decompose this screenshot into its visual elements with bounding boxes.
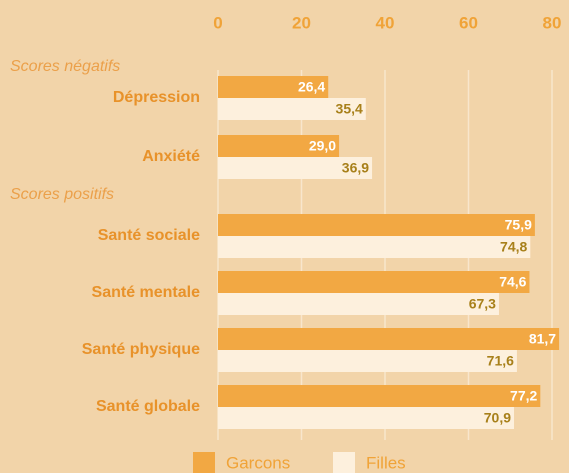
legend-swatch xyxy=(193,452,215,473)
y-tick-label: Santé mentale xyxy=(92,284,201,301)
data-label: 67,3 xyxy=(469,296,496,312)
y-tick-label: Anxiété xyxy=(142,148,200,165)
bar xyxy=(218,293,499,315)
x-tick-label: 0 xyxy=(213,13,222,32)
bar xyxy=(218,135,340,157)
y-tick-label: Santé globale xyxy=(96,398,200,415)
bar xyxy=(218,407,515,429)
group-label: Scores négatifs xyxy=(10,58,120,75)
data-label: 36,9 xyxy=(342,160,369,176)
bar xyxy=(218,328,560,350)
data-label: 77,2 xyxy=(510,388,537,404)
data-label: 81,7 xyxy=(529,331,556,347)
bar xyxy=(218,271,530,293)
group-label: Scores positifs xyxy=(10,186,114,203)
data-label: 29,0 xyxy=(309,138,336,154)
legend-label: Garcons xyxy=(226,453,290,472)
legend-swatch xyxy=(333,452,355,473)
x-tick-label: 20 xyxy=(292,13,311,32)
data-label: 35,4 xyxy=(336,101,363,117)
y-tick-label: Santé sociale xyxy=(98,227,200,244)
data-label: 75,9 xyxy=(505,217,532,233)
x-tick-label: 80 xyxy=(543,13,562,32)
y-tick-label: Dépression xyxy=(113,89,200,106)
data-label: 26,4 xyxy=(298,79,325,95)
bar xyxy=(218,236,531,258)
bar xyxy=(218,76,329,98)
bar xyxy=(218,157,373,179)
data-label: 74,6 xyxy=(499,274,526,290)
y-tick-label: Santé physique xyxy=(82,341,200,358)
legend-label: Filles xyxy=(366,453,406,472)
data-label: 74,8 xyxy=(500,239,527,255)
x-tick-label: 60 xyxy=(459,13,478,32)
bar xyxy=(218,350,517,372)
bar xyxy=(218,98,366,120)
x-tick-label: 40 xyxy=(376,13,395,32)
data-label: 71,6 xyxy=(487,353,514,369)
data-label: 70,9 xyxy=(484,410,511,426)
bar xyxy=(218,385,541,407)
bar xyxy=(218,214,535,236)
